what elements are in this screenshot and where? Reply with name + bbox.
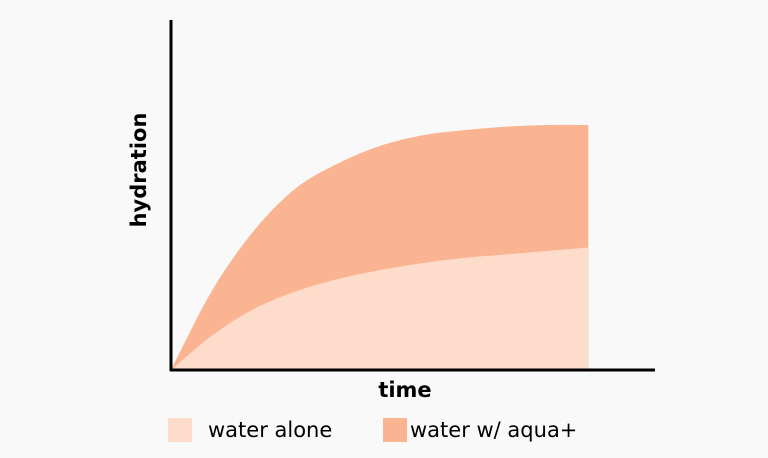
plot-area — [171, 124, 589, 371]
x-axis-title: time — [378, 378, 431, 402]
legend-swatch — [383, 418, 407, 442]
y-axis-title: hydration — [127, 113, 151, 228]
legend-label: water w/ aqua+ — [410, 418, 577, 442]
legend-swatch — [168, 418, 192, 442]
legend-label: water alone — [208, 418, 332, 442]
legend: water alone water w/ aqua+ — [168, 418, 577, 442]
area — [171, 247, 589, 370]
